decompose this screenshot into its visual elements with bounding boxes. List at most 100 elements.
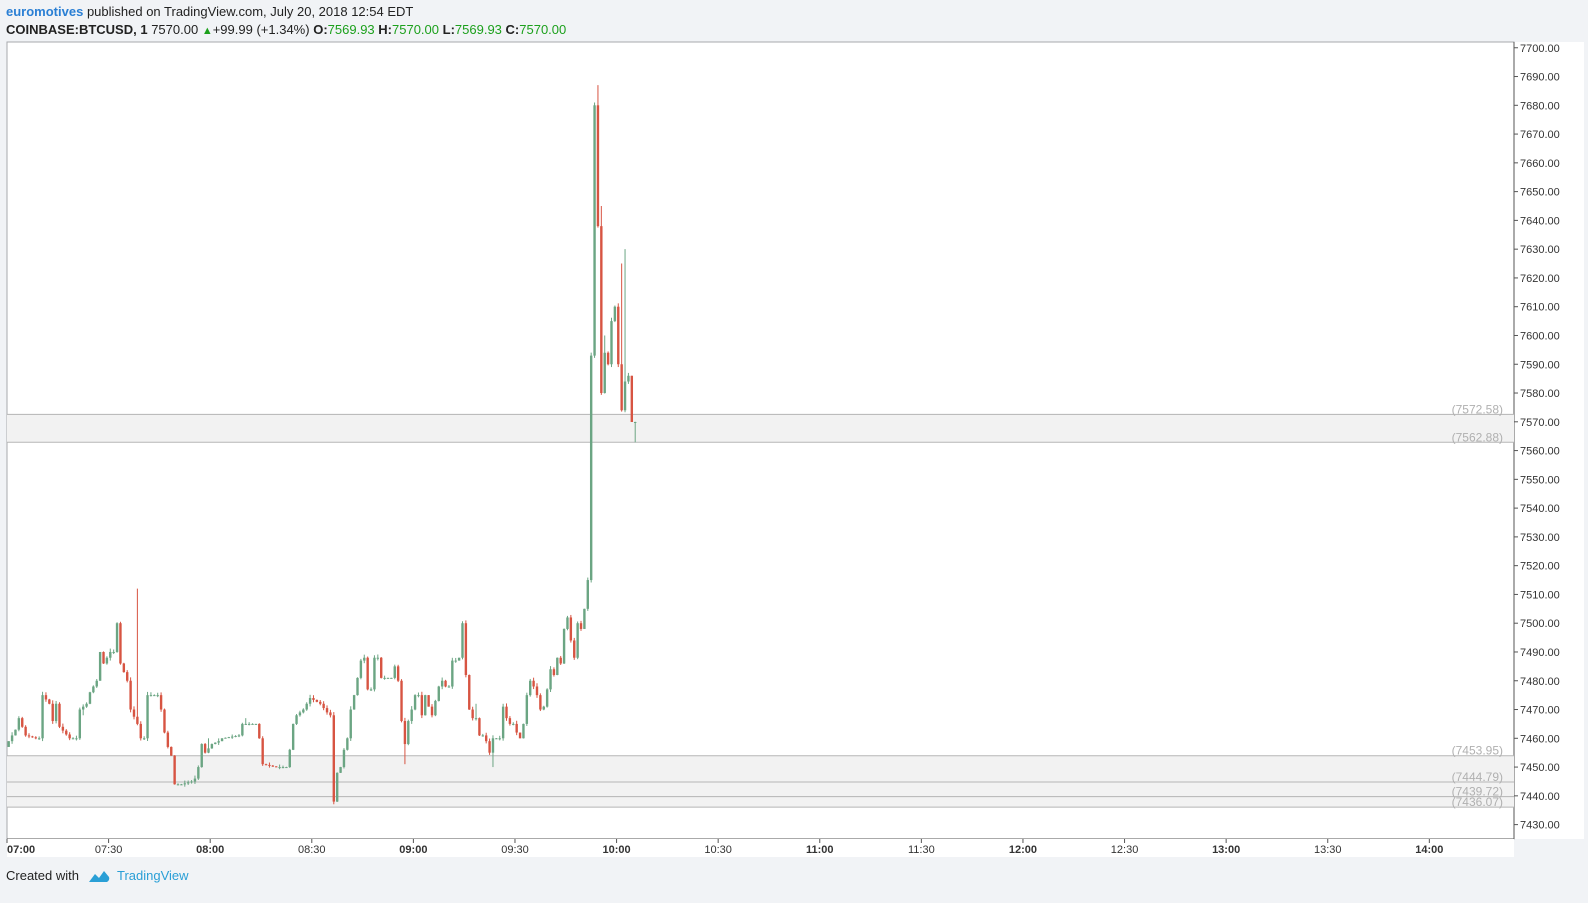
- candle-body: [630, 375, 634, 422]
- candle-body: [539, 695, 542, 710]
- candle-body: [549, 669, 552, 690]
- candle-body: [88, 692, 92, 704]
- candle-body: [396, 666, 400, 681]
- level-band: [7, 755, 1514, 808]
- candle-body: [247, 723, 251, 725]
- candle-body: [44, 695, 48, 700]
- candle-body: [586, 580, 589, 609]
- y-axis-ticks: 7430.00 7440.00 7450.00 7460.00 7470.00 7480.…: [1514, 43, 1560, 832]
- close-label: C:: [505, 22, 520, 37]
- candle-body: [102, 651, 105, 664]
- candle-body: [237, 735, 241, 737]
- candle-body: [579, 623, 583, 629]
- candle-body: [335, 772, 339, 802]
- candle-body: [78, 709, 82, 739]
- candle-body: [529, 680, 532, 696]
- y-tick-label: 7630.00: [1520, 244, 1560, 256]
- candle-body: [342, 749, 346, 768]
- candle-body: [65, 730, 68, 735]
- candle-body: [183, 783, 186, 785]
- candle-body: [190, 781, 193, 783]
- candle-body: [153, 695, 156, 697]
- level-label: (7562.88): [1452, 430, 1503, 444]
- author-link[interactable]: euromotives: [6, 4, 84, 19]
- y-tick-label: 7640.00: [1520, 215, 1560, 227]
- y-tick-label: 7440.00: [1520, 791, 1560, 803]
- candle-body: [217, 741, 220, 743]
- y-tick-label: 7430.00: [1520, 820, 1560, 832]
- candle-body: [518, 732, 522, 739]
- candle-body: [180, 784, 183, 786]
- candle-body: [186, 782, 190, 784]
- candle-body: [10, 735, 14, 742]
- candle-body: [610, 321, 613, 365]
- candle-body: [484, 735, 488, 742]
- candle-body: [17, 718, 21, 730]
- x-tick-label: 09:00: [399, 844, 427, 856]
- candle-body: [92, 686, 95, 693]
- y-tick-label: 7650.00: [1520, 187, 1560, 199]
- candle-body: [261, 738, 264, 765]
- candle-body: [603, 352, 606, 394]
- candle-body: [583, 608, 586, 629]
- candle-body: [156, 695, 159, 697]
- x-tick-label: 07:30: [95, 844, 123, 856]
- low-value: 7569.93: [454, 22, 502, 37]
- candle-body: [457, 657, 461, 661]
- level-bands: [7, 414, 1514, 808]
- y-tick-label: 7570.00: [1520, 417, 1560, 429]
- candle-body: [376, 657, 380, 659]
- candle-body: [210, 744, 214, 749]
- candle-body: [573, 640, 576, 658]
- high-value: 7570.00: [392, 22, 439, 37]
- candle-body: [275, 766, 278, 768]
- candle-body: [7, 741, 10, 747]
- candle-body: [285, 767, 288, 769]
- candle-body: [244, 723, 247, 725]
- level-label: (7444.79): [1452, 770, 1503, 784]
- candle-body: [491, 738, 495, 753]
- candle-body: [451, 660, 454, 687]
- candle-body: [142, 738, 146, 740]
- candle-body: [166, 732, 170, 747]
- candle-body: [163, 709, 166, 733]
- price-scale[interactable]: [1514, 42, 1584, 839]
- candle-body: [37, 738, 41, 740]
- candle-body: [98, 651, 102, 681]
- candle-body: [620, 364, 623, 411]
- high-label: H:: [378, 22, 392, 37]
- time-scale[interactable]: [7, 839, 1514, 857]
- candle-body: [346, 738, 349, 750]
- candle-body: [566, 617, 569, 629]
- y-tick-label: 7600.00: [1520, 330, 1560, 342]
- candle-body: [356, 677, 359, 696]
- tradingview-cloud-icon[interactable]: [85, 869, 111, 883]
- candle-body: [319, 701, 322, 704]
- candle-body: [359, 660, 363, 678]
- candle-body: [559, 657, 562, 664]
- candle-body: [315, 699, 319, 702]
- candle-body: [241, 723, 244, 736]
- low-label: L:: [442, 22, 455, 37]
- candle-body: [617, 306, 620, 365]
- candle-body: [132, 709, 136, 717]
- candle-body: [420, 695, 424, 716]
- candle-body: [512, 723, 515, 725]
- candle-body: [71, 738, 75, 740]
- candle-body: [403, 721, 407, 745]
- open-value: 7569.93: [327, 22, 375, 37]
- tradingview-link[interactable]: TradingView: [116, 868, 189, 883]
- candle-body: [515, 723, 518, 733]
- candle-body: [136, 716, 139, 724]
- published-text: published on TradingView.com, July 20, 2…: [86, 4, 414, 19]
- candle-body: [505, 706, 508, 719]
- candle-body: [437, 686, 440, 701]
- candle-body: [176, 784, 180, 786]
- candle-body: [525, 695, 529, 724]
- candle-body: [440, 680, 444, 687]
- candle-body: [488, 741, 491, 753]
- candle-body: [481, 735, 485, 737]
- x-tick-label: 12:00: [1009, 844, 1037, 856]
- candle-body: [474, 718, 478, 720]
